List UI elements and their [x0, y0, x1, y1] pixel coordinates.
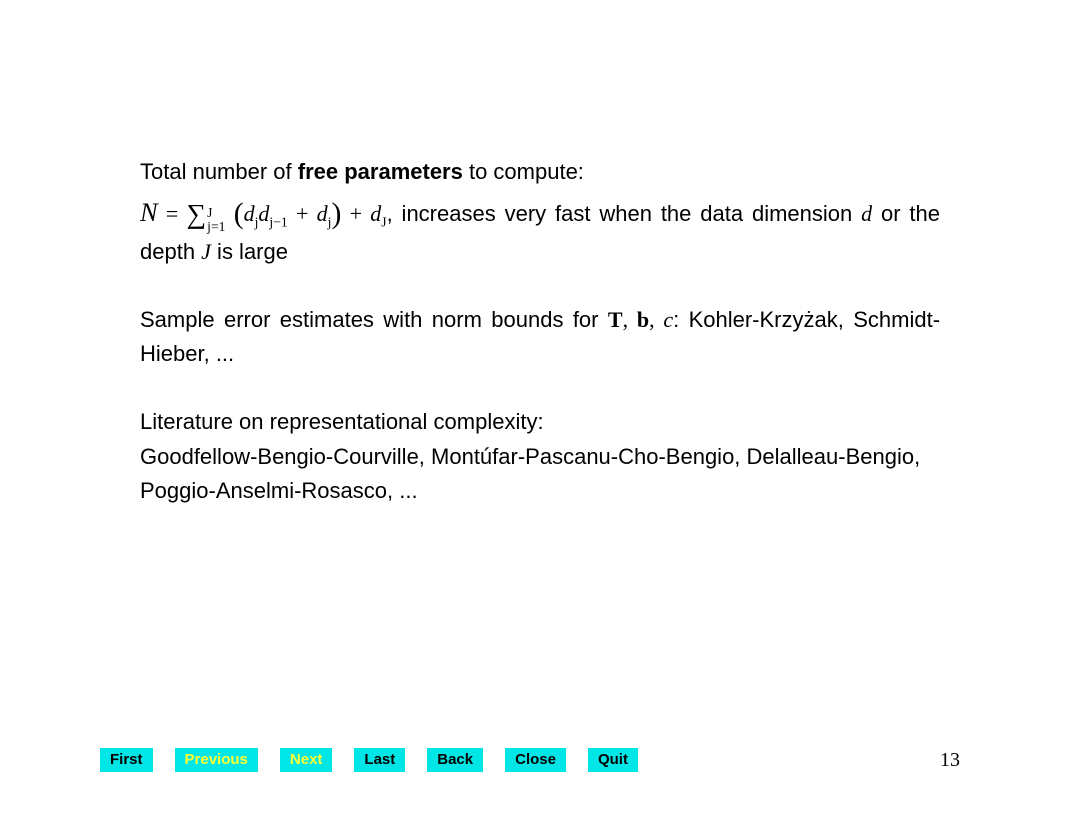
text: Goodfellow-Bengio-Courville, Montúfar-Pa… — [140, 444, 920, 503]
text-bold: free parameters — [298, 159, 463, 184]
sym-sum: ∑ — [187, 198, 207, 229]
var-d: d — [861, 201, 872, 226]
var-d: d — [370, 201, 381, 226]
text: Total number of — [140, 159, 298, 184]
rparen: ) — [331, 198, 341, 230]
slide-body: Total number of free parameters to compu… — [140, 155, 940, 542]
sub-jm1: j−1 — [269, 214, 287, 229]
sum-lower: j=1 — [207, 220, 225, 234]
var-b: b — [637, 307, 649, 332]
sum-limits: Jj=1 — [207, 206, 225, 233]
nav-bar: First Previous Next Last Back Close Quit — [100, 748, 638, 772]
nav-close-button[interactable]: Close — [505, 748, 566, 772]
text: to compute: — [463, 159, 584, 184]
text: , increases very fast when the data dime… — [387, 201, 862, 226]
comma: , — [623, 307, 637, 332]
comma: , — [649, 307, 663, 332]
var-T: T — [608, 307, 623, 332]
text: Literature on representational complexit… — [140, 409, 544, 434]
sum-upper: J — [207, 206, 225, 220]
page-number: 13 — [940, 749, 960, 772]
nav-previous-button[interactable]: Previous — [175, 748, 258, 772]
math-vars: T, b, c — [608, 307, 673, 332]
nav-next-button[interactable]: Next — [280, 748, 333, 772]
sym-N: N — [140, 197, 158, 227]
nav-first-button[interactable]: First — [100, 748, 153, 772]
sym-eq: = — [158, 201, 187, 226]
sym-plus: + — [341, 201, 370, 226]
paragraph-sample-error: Sample error estimates with norm bounds … — [140, 303, 940, 371]
var-c: c — [663, 307, 673, 332]
slide-page: Total number of free parameters to compu… — [0, 0, 1080, 834]
sym-plus: + — [288, 201, 317, 226]
math-equation: N = ∑Jj=1 (djdj−1 + dj) + dJ — [140, 201, 387, 226]
nav-back-button[interactable]: Back — [427, 748, 483, 772]
var-d: d — [244, 201, 255, 226]
nav-last-button[interactable]: Last — [354, 748, 405, 772]
text: is large — [211, 239, 288, 264]
var-d: d — [317, 201, 328, 226]
var-J: J — [201, 239, 211, 264]
paragraph-free-params: Total number of free parameters to compu… — [140, 155, 940, 269]
lparen: ( — [234, 198, 244, 230]
paragraph-literature: Literature on representational complexit… — [140, 405, 940, 507]
text: Sample error estimates with norm bounds … — [140, 307, 608, 332]
nav-quit-button[interactable]: Quit — [588, 748, 638, 772]
var-d: d — [258, 201, 269, 226]
